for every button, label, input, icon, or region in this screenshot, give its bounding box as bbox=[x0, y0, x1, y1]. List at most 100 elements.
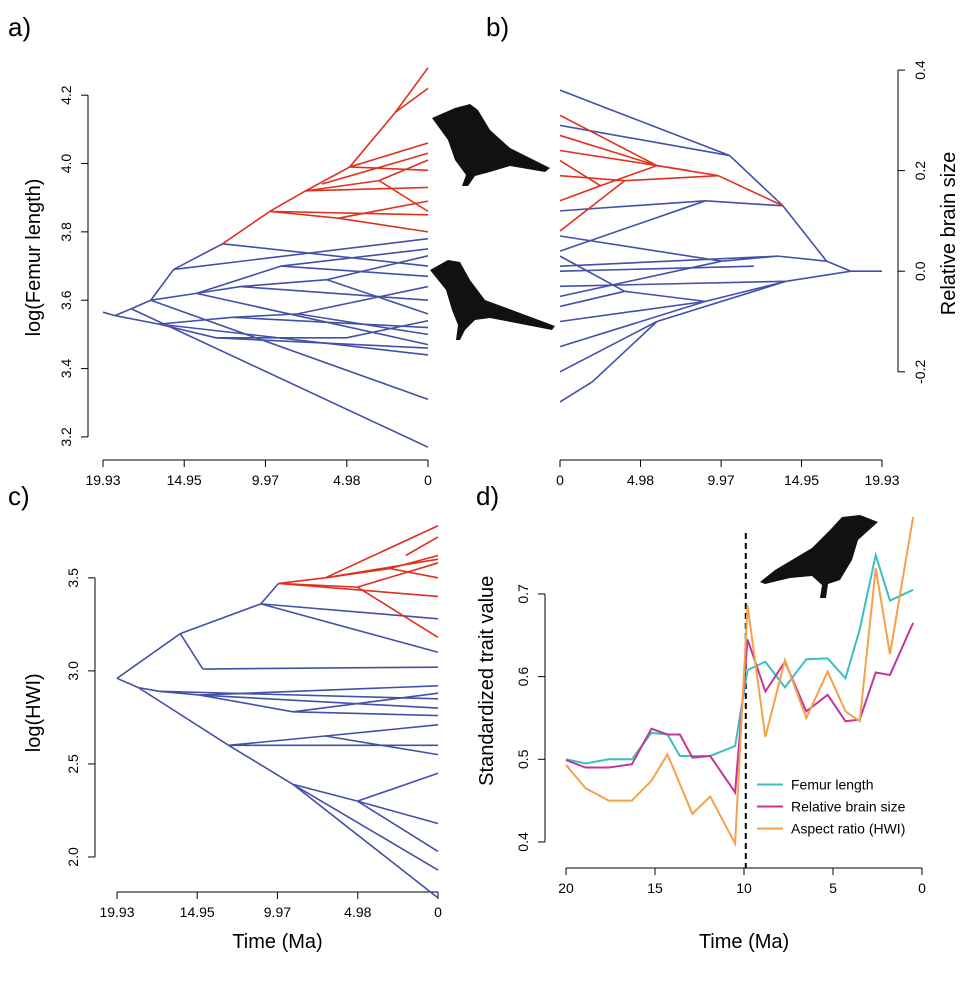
branch bbox=[389, 554, 439, 570]
branch bbox=[116, 677, 139, 689]
branch bbox=[196, 265, 282, 295]
branch bbox=[269, 210, 339, 219]
branch bbox=[357, 800, 439, 825]
x-tick-label: 20 bbox=[558, 880, 574, 896]
branch bbox=[321, 152, 429, 185]
y-tick-label: 0.4 bbox=[912, 60, 928, 80]
y-axis-title: Relative brain size bbox=[938, 152, 960, 315]
branch bbox=[292, 783, 439, 871]
panel: c) 2.0 2.5 3.0 3.5 log(HWI) 19.93 14.95 9.97 4.98… bbox=[8, 481, 442, 953]
y-tick-label: 3.8 bbox=[58, 222, 74, 242]
branch bbox=[199, 684, 439, 696]
branch bbox=[559, 381, 593, 403]
panel: d) 0.4 0.5 0.6 0.7 Standardized trait value 20… bbox=[476, 481, 926, 953]
branch bbox=[305, 166, 351, 192]
y-axis-title: log(HWI) bbox=[23, 673, 45, 752]
branch bbox=[278, 582, 439, 598]
x-tick-label: 15 bbox=[647, 880, 663, 896]
branch bbox=[405, 536, 439, 557]
branch bbox=[325, 567, 390, 579]
branch bbox=[559, 159, 601, 187]
branch bbox=[559, 280, 787, 288]
branch bbox=[173, 243, 223, 271]
x-tick-label: 9.97 bbox=[707, 472, 734, 488]
branch bbox=[559, 290, 625, 308]
branch bbox=[338, 217, 429, 233]
branch bbox=[559, 300, 706, 348]
branch bbox=[293, 711, 439, 717]
branch bbox=[324, 524, 439, 579]
branch bbox=[357, 562, 439, 588]
branch bbox=[559, 180, 626, 232]
x-tick-label: 4.98 bbox=[627, 472, 654, 488]
y-tick-label: 4.2 bbox=[58, 85, 74, 105]
branch bbox=[349, 111, 396, 168]
y-tick-label: 0.6 bbox=[515, 667, 531, 687]
branch bbox=[114, 308, 132, 317]
branch bbox=[199, 694, 439, 709]
branch bbox=[705, 200, 784, 207]
branch bbox=[240, 285, 429, 302]
branch bbox=[559, 149, 690, 172]
branch bbox=[297, 313, 429, 336]
branch bbox=[305, 179, 380, 192]
branch bbox=[378, 179, 429, 213]
x-tick-label: 14.95 bbox=[180, 904, 215, 920]
x-tick-label: 14.95 bbox=[167, 472, 202, 488]
branch bbox=[196, 292, 429, 346]
branch bbox=[228, 744, 294, 786]
branch bbox=[278, 582, 358, 588]
branch bbox=[782, 205, 828, 262]
branch bbox=[559, 255, 626, 293]
branch bbox=[559, 265, 754, 273]
branch bbox=[116, 633, 181, 679]
crow-silhouette bbox=[432, 104, 550, 186]
branch bbox=[559, 114, 658, 167]
legend: Femur length Relative brain size Aspect ra… bbox=[757, 777, 906, 837]
branch bbox=[349, 142, 429, 168]
legend-label: Femur length bbox=[791, 777, 873, 793]
silhouettes bbox=[430, 104, 878, 598]
branch bbox=[729, 154, 784, 207]
x-tick-label: 0 bbox=[556, 472, 564, 488]
panel-label: c) bbox=[8, 481, 30, 511]
x-tick-label: 19.93 bbox=[85, 472, 120, 488]
x-tick-label: 5 bbox=[829, 880, 837, 896]
branch bbox=[705, 280, 787, 303]
branch bbox=[656, 280, 787, 323]
branch bbox=[281, 248, 429, 267]
branch bbox=[305, 186, 429, 192]
branch bbox=[559, 200, 706, 252]
branch bbox=[202, 666, 439, 670]
branch bbox=[357, 772, 439, 802]
branch bbox=[137, 686, 230, 746]
branch bbox=[215, 337, 429, 349]
branch bbox=[559, 174, 625, 182]
branch bbox=[180, 603, 262, 635]
panel-label: d) bbox=[476, 481, 499, 511]
branch bbox=[196, 285, 241, 295]
branch bbox=[778, 255, 827, 262]
branch bbox=[173, 237, 429, 271]
branch bbox=[158, 323, 429, 356]
branch bbox=[269, 210, 429, 216]
branch bbox=[150, 299, 429, 401]
branch bbox=[326, 255, 429, 281]
branch bbox=[278, 577, 326, 585]
branch bbox=[150, 268, 175, 301]
branch bbox=[232, 313, 298, 319]
lineage-group bbox=[102, 237, 429, 448]
branch bbox=[591, 320, 658, 383]
branch bbox=[559, 235, 722, 262]
branch bbox=[260, 603, 439, 620]
branch bbox=[159, 690, 200, 696]
lineage-group bbox=[278, 524, 439, 639]
y-tick-label: 0.7 bbox=[515, 584, 531, 604]
panel-label: a) bbox=[8, 12, 31, 42]
branch bbox=[222, 243, 429, 267]
panel-label: b) bbox=[486, 12, 509, 42]
y-tick-label: 2.0 bbox=[65, 847, 81, 867]
branch bbox=[559, 200, 706, 212]
lineage-group bbox=[559, 114, 784, 232]
branch bbox=[325, 735, 439, 756]
